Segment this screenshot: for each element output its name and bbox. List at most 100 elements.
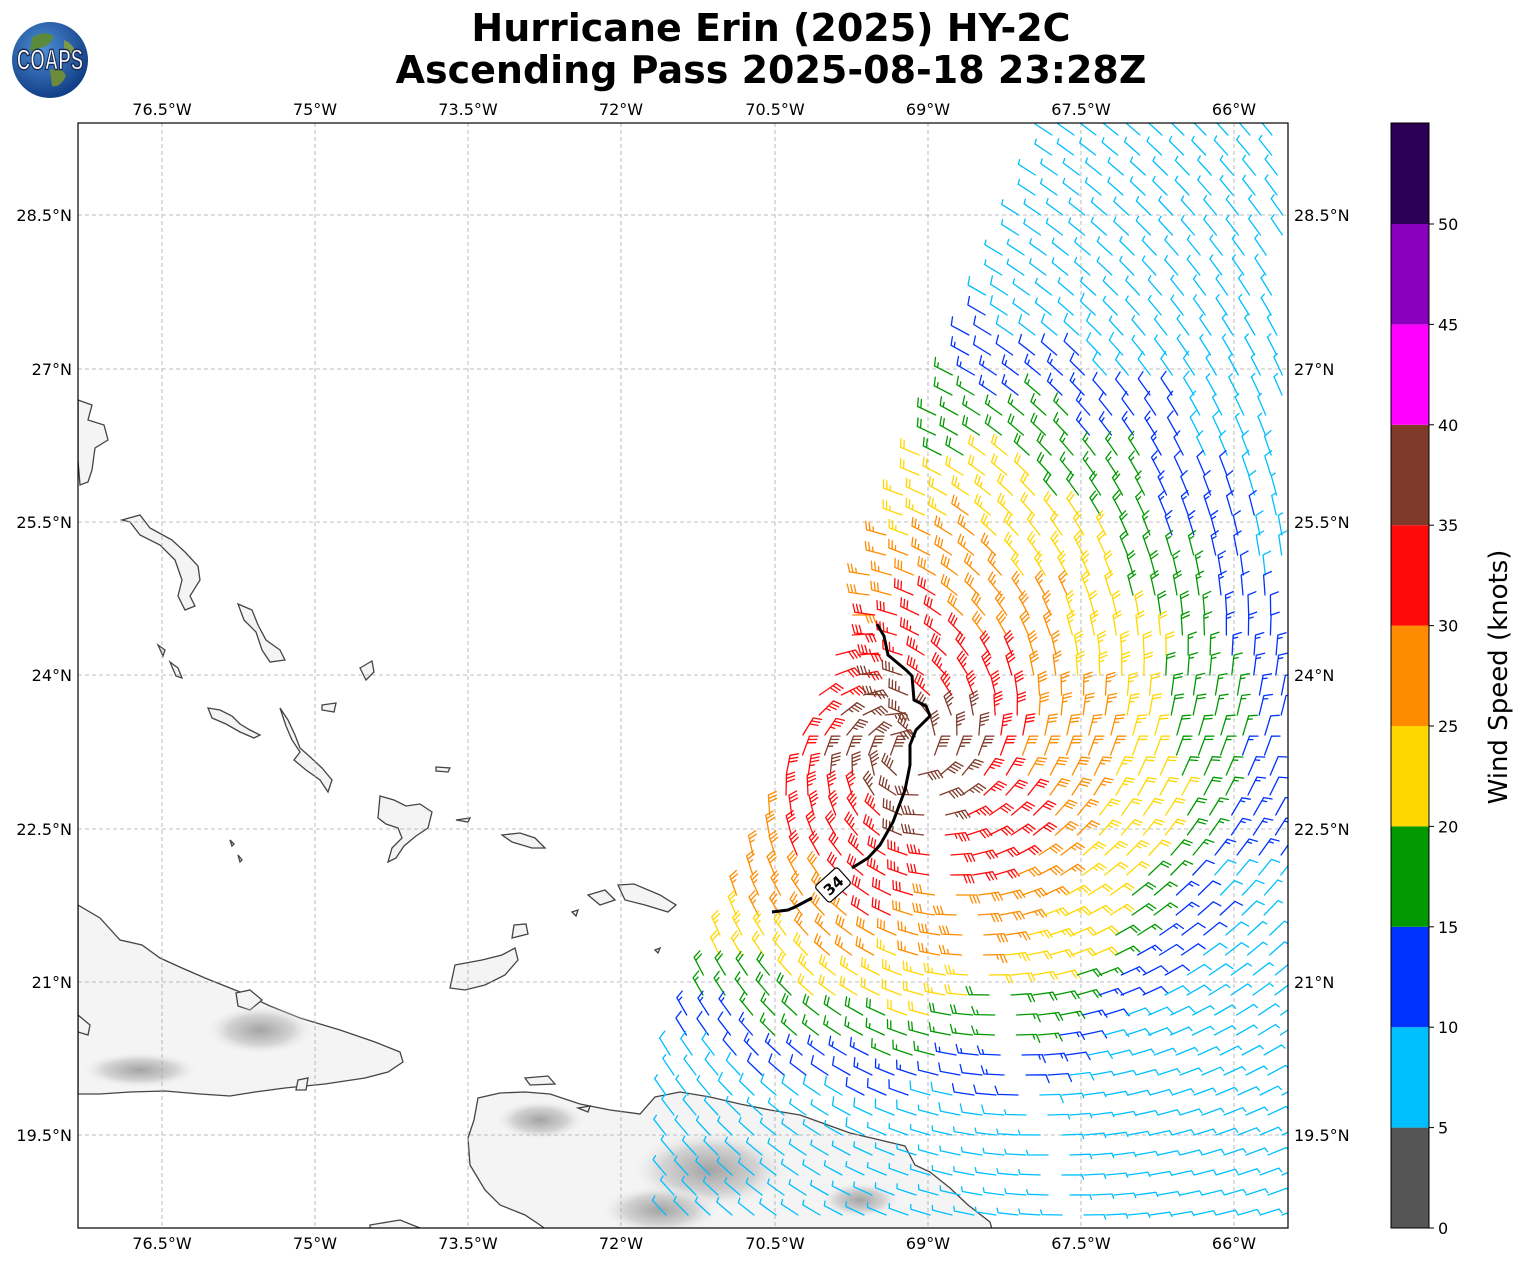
- lat-label-left: 27°N: [32, 360, 72, 379]
- wind-barb: [1179, 1149, 1203, 1156]
- wind-barb: [1125, 275, 1141, 296]
- wind-barb: [1014, 670, 1024, 696]
- wind-barb: [1142, 965, 1169, 976]
- wind-barb: [1043, 907, 1070, 917]
- wind-barb: [1230, 983, 1253, 996]
- wind-barb: [1071, 777, 1093, 796]
- wind-barb: [1260, 293, 1272, 316]
- wind-barb: [1142, 818, 1165, 836]
- wind-barb: [955, 711, 966, 736]
- wind-barb: [1216, 123, 1229, 136]
- wind-barb: [1157, 490, 1167, 516]
- wind-barb: [974, 1206, 997, 1216]
- wind-barb: [1179, 1190, 1203, 1196]
- wind-barb: [974, 1127, 997, 1136]
- wind-barb: [802, 1199, 821, 1216]
- wind-barb: [1281, 1091, 1288, 1096]
- wind-barb: [1096, 236, 1113, 256]
- lat-label-right: 19.5°N: [1294, 1126, 1350, 1145]
- wind-barb: [1257, 392, 1267, 416]
- wind-barb: [930, 1081, 953, 1096]
- wind-barb: [1063, 312, 1080, 336]
- wind-barb: [1225, 611, 1235, 636]
- wind-barb: [862, 685, 887, 696]
- wind-barb: [1079, 137, 1097, 156]
- wind-barb: [1030, 412, 1047, 436]
- wind-barb: [1148, 1006, 1174, 1016]
- wind-barb: [1039, 178, 1058, 196]
- wind-barb: [806, 771, 817, 796]
- wind-barb: [1054, 990, 1080, 1000]
- wind-barb: [1175, 735, 1193, 756]
- wind-barb: [683, 1054, 697, 1076]
- wind-barb: [1157, 470, 1168, 496]
- wind-barb: [714, 950, 726, 976]
- wind-barb: [994, 590, 1008, 616]
- wind-barb: [1112, 490, 1123, 516]
- wind-barb: [1280, 844, 1288, 856]
- wind-barb: [994, 1085, 1019, 1096]
- wind-barb: [1068, 217, 1086, 236]
- wind-barb: [853, 1057, 873, 1076]
- wind-barb: [981, 650, 992, 676]
- wind-barb: [1194, 550, 1204, 576]
- wind-barb: [1043, 735, 1061, 756]
- wind-barb: [839, 975, 858, 996]
- wind-barb: [1034, 277, 1053, 296]
- wind-barb: [899, 616, 920, 636]
- wind-barb: [990, 433, 1008, 456]
- wind-barb: [1032, 822, 1058, 836]
- wind-barb: [1242, 714, 1258, 736]
- wind-barb: [1250, 372, 1261, 396]
- wind-barb: [767, 1178, 785, 1196]
- wind-barb: [881, 978, 902, 996]
- wind-barb: [1264, 714, 1280, 736]
- wind-barb: [818, 700, 842, 716]
- wind-barb: [716, 1196, 733, 1216]
- wind-barb: [1193, 1210, 1217, 1216]
- wind-barb: [835, 914, 853, 936]
- wind-barb: [887, 859, 908, 876]
- wind-barb: [1149, 1129, 1173, 1136]
- wind-barb: [917, 1060, 939, 1076]
- wind-barb: [823, 994, 842, 1016]
- wind-barb: [1082, 1009, 1108, 1018]
- wind-barb: [976, 1045, 1001, 1056]
- wind-barb: [892, 879, 914, 896]
- wind-barb: [1259, 1085, 1282, 1096]
- colorbar-tick-label: 40: [1438, 416, 1458, 435]
- wind-barb: [1010, 972, 1036, 982]
- wind-barb: [1214, 693, 1229, 716]
- wind-barb: [965, 986, 990, 996]
- wind-barb: [1266, 333, 1278, 356]
- wind-barb: [1075, 650, 1085, 676]
- wind-barb: [724, 1176, 741, 1196]
- wind-barb: [928, 1002, 952, 1016]
- wind-barb: [1210, 530, 1219, 556]
- wind-barb: [1170, 1005, 1196, 1016]
- wind-barb: [738, 1011, 754, 1036]
- wind-barb: [1203, 194, 1218, 216]
- wind-barb: [1240, 570, 1250, 596]
- wind-barb: [1055, 799, 1078, 816]
- wind-barb: [916, 397, 937, 416]
- wind-barb: [1157, 610, 1168, 636]
- wind-barb: [995, 610, 1008, 636]
- wind-barb: [870, 560, 892, 576]
- lat-label-left: 21°N: [32, 973, 72, 992]
- wind-barb: [1182, 370, 1195, 396]
- wind-barb: [1114, 351, 1129, 376]
- wind-barb: [893, 578, 914, 596]
- wind-barb: [824, 717, 846, 736]
- wind-barb: [818, 953, 836, 976]
- wind-barb: [1215, 1209, 1239, 1216]
- wind-barb: [1180, 943, 1206, 956]
- wind-barb: [1104, 692, 1118, 716]
- wind-barb: [767, 1137, 785, 1156]
- wind-barb: [1197, 175, 1212, 196]
- wind-barb: [1126, 840, 1150, 856]
- wind-barb: [1027, 531, 1041, 556]
- wind-barb: [940, 573, 958, 596]
- wind-barb: [1088, 713, 1103, 736]
- wind-barb: [1004, 952, 1031, 962]
